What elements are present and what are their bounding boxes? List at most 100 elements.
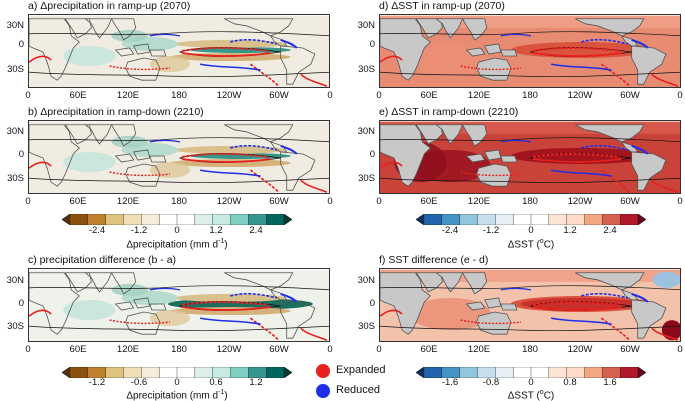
lon-label: 60E — [69, 344, 87, 355]
colorbar-title-sup: o — [539, 238, 544, 245]
colorbar-tick: 1.2 — [563, 225, 577, 236]
lon-label: 180 — [522, 196, 538, 207]
panel-e-title: e) ΔSST in ramp-down (2210) — [379, 106, 519, 118]
colorbar-title-sup: -1 — [218, 389, 225, 396]
colorbar-tick: -0.6 — [130, 377, 148, 388]
lat-label: 0 — [18, 149, 24, 160]
lat-label: 30N — [357, 275, 375, 286]
lon-label: 180 — [171, 344, 187, 355]
lon-label: 0 — [25, 196, 31, 207]
lat-label: 30N — [6, 20, 24, 31]
colorbar-tick: -1.6 — [441, 377, 459, 388]
colorbar-title-text: ΔSST ( — [507, 239, 540, 251]
map-panel-d — [379, 14, 681, 88]
lat-label: 30N — [357, 20, 375, 31]
colorbar-title-sup: -1 — [218, 238, 225, 245]
colorbar-tick: -1.2 — [88, 377, 106, 388]
lon-label: 120E — [116, 90, 140, 101]
panel-a-title: a) Δprecipitation in ramp-up (2070) — [28, 0, 191, 12]
colorbar-tick: 0 — [528, 377, 534, 388]
colorbar-title-text: Δprecipitation (mm d — [126, 239, 219, 251]
lat-label: 30S — [7, 64, 24, 75]
lon-label: 120W — [216, 90, 242, 101]
lon-label: 180 — [171, 90, 187, 101]
colorbar-precip-1 — [61, 212, 293, 226]
colorbar-tick: 0 — [528, 225, 534, 236]
colorbar-tick: -0.8 — [482, 377, 500, 388]
panel-d-title: d) ΔSST in ramp-up (2070) — [379, 0, 505, 12]
lat-label: 30S — [358, 321, 375, 332]
colorbar-title-end: C) — [543, 239, 555, 251]
lon-label: 0 — [376, 90, 382, 101]
lon-label: 120W — [567, 344, 593, 355]
colorbar-title-sup: o — [539, 389, 544, 396]
lon-label: 180 — [522, 90, 538, 101]
colorbar-title-end: C) — [543, 390, 555, 401]
lon-label: 0 — [327, 344, 333, 355]
lon-label: 120W — [216, 344, 242, 355]
lon-label: 180 — [171, 196, 187, 207]
lon-label: 0 — [327, 196, 333, 207]
legend-expanded-label: Expanded — [336, 364, 386, 376]
colorbar-tick: 2.4 — [249, 225, 263, 236]
lon-label: 120E — [116, 344, 140, 355]
colorbar-title: ΔSST (oC) — [416, 389, 646, 401]
colorbar-title-end: ) — [224, 239, 228, 251]
legend-reduced-label: Reduced — [336, 384, 381, 396]
colorbar-title: Δprecipitation (mm d-1) — [62, 389, 292, 401]
lon-label: 120E — [467, 344, 491, 355]
colorbar-tick: -1.2 — [130, 225, 148, 236]
lon-label: 60W — [269, 196, 289, 207]
lon-label: 60W — [269, 90, 289, 101]
map-panel-e — [379, 120, 681, 194]
lon-label: 180 — [522, 344, 538, 355]
lat-label: 30N — [6, 275, 24, 286]
lon-label: 60W — [620, 90, 640, 101]
lat-label: 0 — [369, 39, 375, 50]
lon-label: 120W — [567, 90, 593, 101]
lat-label: 30N — [357, 126, 375, 137]
lon-label: 120E — [467, 196, 491, 207]
lon-label: 60E — [69, 90, 87, 101]
lon-label: 60E — [420, 196, 438, 207]
lon-label: 120W — [567, 196, 593, 207]
colorbar-title-text: ΔSST ( — [507, 390, 540, 401]
map-panel-f — [379, 268, 681, 342]
colorbar-title-end: ) — [224, 390, 228, 401]
colorbar-tick: -1.2 — [482, 225, 500, 236]
lat-label: 0 — [369, 149, 375, 160]
lon-label: 0 — [677, 196, 683, 207]
lon-label: 0 — [677, 90, 683, 101]
lat-label: 0 — [369, 298, 375, 309]
panel-f-title: f) SST difference (e - d) — [379, 254, 489, 266]
lon-label: 0 — [376, 196, 382, 207]
lat-label: 0 — [18, 298, 24, 309]
map-panel-c — [28, 268, 330, 342]
lon-label: 60W — [269, 344, 289, 355]
lon-label: 120E — [467, 90, 491, 101]
lon-label: 120W — [216, 196, 242, 207]
lon-label: 60W — [620, 344, 640, 355]
lat-label: 30N — [6, 126, 24, 137]
colorbar-tick: 0 — [174, 377, 180, 388]
colorbar-title: ΔSST (oC) — [416, 238, 646, 250]
colorbar-tick: -2.4 — [441, 225, 459, 236]
colorbar-sst-2 — [415, 365, 647, 379]
legend-expanded-dot — [316, 364, 330, 378]
lon-label: 0 — [327, 90, 333, 101]
lon-label: 0 — [25, 90, 31, 101]
colorbar-tick: 1.2 — [209, 225, 223, 236]
lon-label: 60W — [620, 196, 640, 207]
lon-label: 60E — [420, 344, 438, 355]
lat-label: 30S — [358, 173, 375, 184]
map-panel-b — [28, 120, 330, 194]
colorbar-tick: 1.2 — [249, 377, 263, 388]
colorbar-sst-1 — [415, 212, 647, 226]
lon-label: 0 — [677, 344, 683, 355]
colorbar-tick: 0.6 — [209, 377, 223, 388]
lat-label: 30S — [7, 173, 24, 184]
colorbar-precip-2 — [61, 365, 293, 379]
colorbar-tick: -2.4 — [88, 225, 106, 236]
lat-label: 0 — [18, 39, 24, 50]
lon-label: 60E — [69, 196, 87, 207]
